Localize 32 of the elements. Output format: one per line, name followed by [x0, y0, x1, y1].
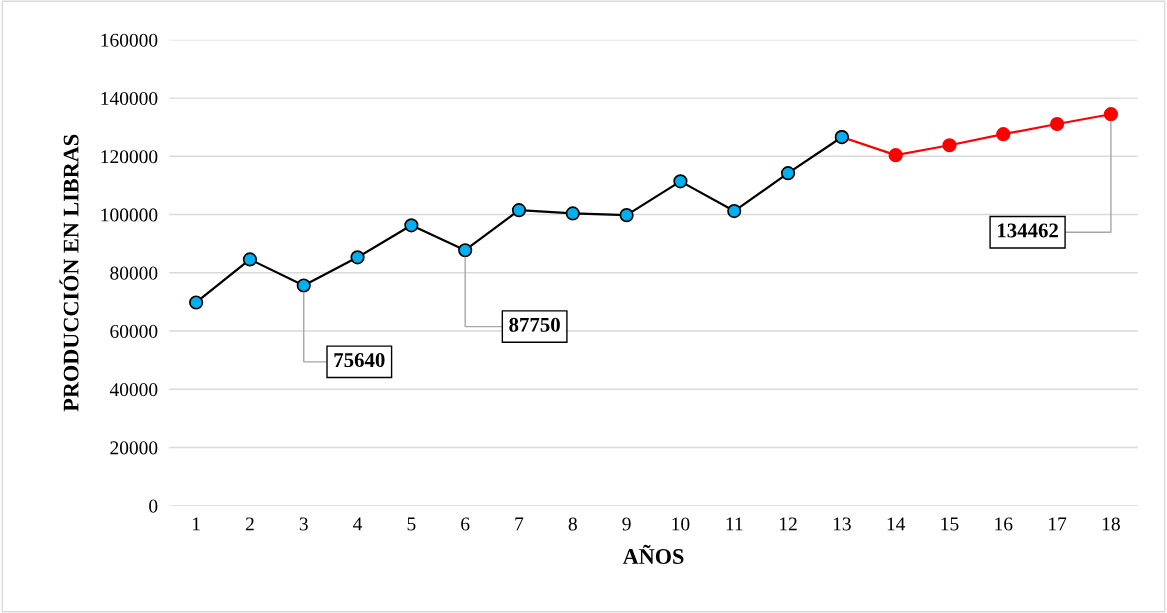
x-tick-label: 12	[780, 517, 797, 531]
x-tick-label: 8	[568, 517, 577, 531]
x-tick-label: 5	[407, 517, 416, 531]
x-tick-label: 17	[1049, 517, 1067, 531]
x-axis-title: AÑOS	[622, 544, 684, 564]
x-tick-label: 16	[995, 517, 1013, 531]
x-tick-label: 15	[941, 517, 959, 531]
y-tick-label: 120000	[101, 150, 158, 164]
x-tick-label: 13	[833, 517, 851, 531]
y-tick-label: 160000	[101, 33, 158, 47]
x-tick-label: 2	[245, 517, 254, 531]
x-tick-label: 14	[887, 517, 906, 531]
x-tick-label: 3	[299, 517, 308, 531]
annotation: 134462	[998, 223, 1058, 238]
y-tick-label: 80000	[110, 266, 158, 280]
x-tick-label: 10	[672, 517, 690, 531]
x-tick-label: 18	[1102, 517, 1120, 531]
y-tick-label: 40000	[109, 383, 158, 397]
x-tick-label: 4	[353, 517, 363, 531]
y-tick-label: 140000	[101, 91, 158, 106]
x-tick-label: 11	[726, 517, 743, 531]
x-tick-label: 1	[192, 517, 200, 531]
y-tick-label: 60000	[110, 324, 158, 338]
x-tick-label: 9	[622, 517, 631, 531]
y-tick-label: 0	[149, 499, 158, 513]
x-tick-label: 7	[515, 517, 524, 531]
y-axis-title: PRODUCCIÓN EN LIBRAS	[59, 134, 79, 412]
y-tick-label: 20000	[110, 441, 158, 455]
annotation: 75640	[334, 353, 385, 368]
y-tick-label: 100000	[101, 208, 158, 222]
x-tick-label: 6	[461, 517, 470, 531]
annotation: 87750	[509, 317, 560, 332]
